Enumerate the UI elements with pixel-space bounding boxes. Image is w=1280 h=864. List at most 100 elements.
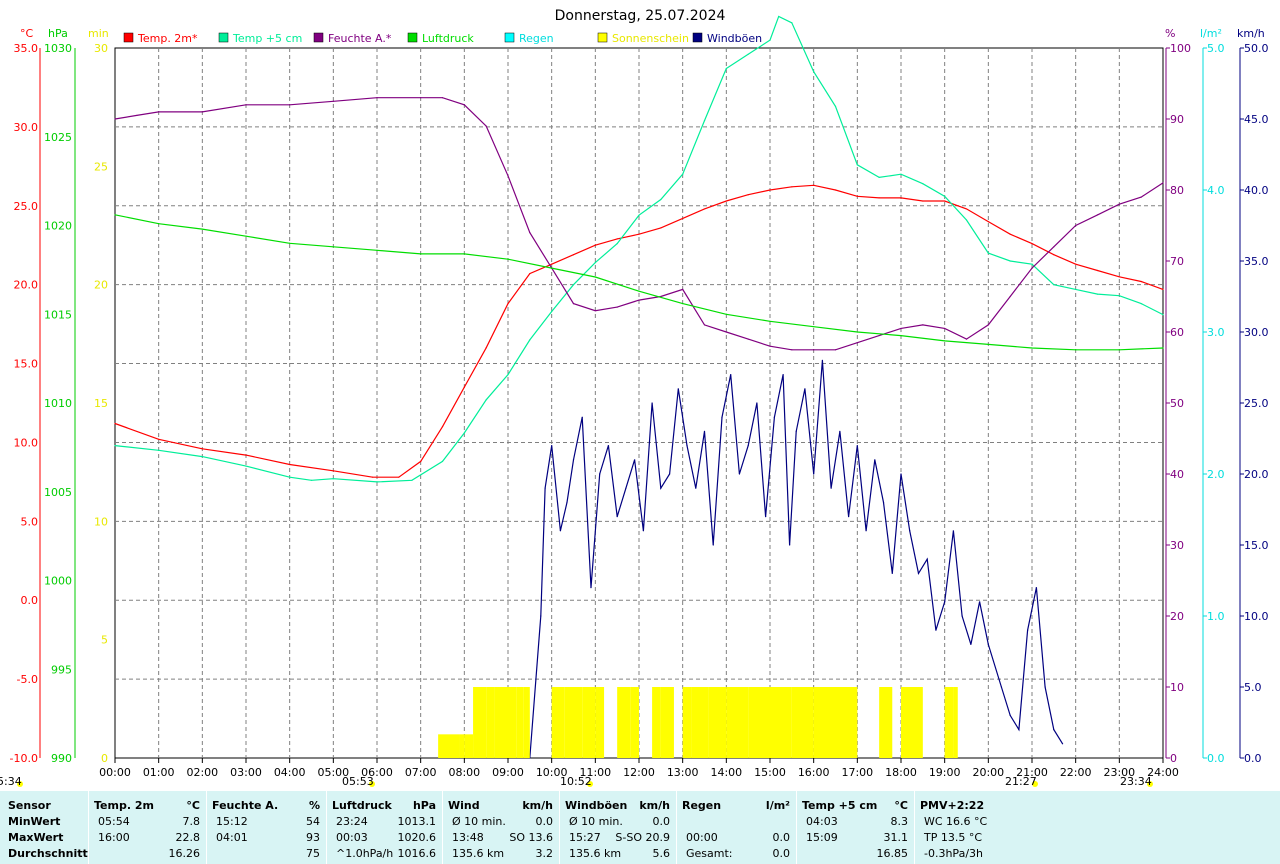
wind-axis-tick-label: 30.0 [1244,326,1269,339]
data-point [987,343,989,346]
data-point [979,601,981,603]
data-point [245,465,247,467]
data-point [463,386,465,388]
data-point [529,339,531,341]
data-point [136,114,138,117]
temp-axis-tick-label: -5.0 [17,673,38,686]
data-point [922,200,924,202]
legend-label: Temp. 2m* [137,32,198,45]
pressure-axis-tick-label: 1025 [44,131,72,144]
column-title: Wind [448,799,480,812]
x-tick-label: 08:00 [448,766,480,779]
wind-axis-tick-label: 20.0 [1244,468,1269,481]
data-point [834,189,837,191]
data-point [529,232,531,234]
min-value: 0.0 [652,815,671,828]
data-point [581,416,583,418]
data-point [778,15,780,18]
x-tick-label: 01:00 [143,766,175,779]
legend-swatch [123,32,134,43]
data-point [372,476,374,478]
data-point [441,460,444,462]
sun-axis-tick-label: 15 [94,397,108,410]
data-point [856,331,858,333]
sunshine-bar [901,687,923,758]
data-point [485,399,487,401]
row-label: Sensor [8,799,51,812]
legend-swatch [597,32,608,43]
data-point [594,244,596,246]
luftdruck-line-group [114,214,1164,351]
sunshine-bar [708,687,727,758]
data-point [1075,263,1077,265]
data-point [804,388,806,390]
sun-marker-label: 23:34 [1120,775,1152,788]
sunshine-bar [564,687,583,758]
data-point [529,273,531,275]
column-separator [796,791,797,864]
data-point [551,267,553,269]
sunshine-bar [791,687,814,758]
data-point [856,445,858,447]
data-point [420,460,422,462]
x-tick-label: 24:00 [1147,766,1179,779]
data-point [1044,686,1046,688]
data-point [599,473,601,475]
legend-swatch [692,32,703,43]
data-point [332,470,334,472]
row-label: MaxWert [8,831,64,844]
data-point [834,105,837,107]
sun-axis-tick-label: 30 [94,42,108,55]
humidity-axis-tick-label: 70 [1170,255,1184,268]
chart-title: Donnerstag, 25.07.2024 [555,8,726,24]
sun-axis-tick-label: 20 [94,279,108,292]
temp-2m-line-group [114,184,1164,478]
data-point [1031,267,1033,269]
rain-axis-unit: l/m² [1200,27,1222,40]
sunshine-bar [953,687,958,758]
column-title: Regen [682,799,722,812]
data-point [507,303,509,305]
humidity-axis-tick-label: 10 [1170,681,1184,694]
data-point [420,253,422,255]
data-point [668,473,671,475]
row-label: Durchschnitt [8,847,88,860]
avg-label: 135.6 km [569,847,622,860]
data-point [909,530,911,532]
column-separator [326,791,327,864]
column-title: PMV+2:22 [920,799,985,812]
data-point [987,220,989,223]
max-time: 16:00 [98,831,130,844]
sunshine-bar [582,687,596,758]
data-point [625,487,627,489]
max-time: 13:48 [452,831,484,844]
x-tick-label: 11:00 [579,766,611,779]
summary-table: Sensor MinWert MaxWert Durchschnitt Temp. 2m… [0,791,1280,864]
sun-axis-tick-label: 10 [94,515,108,528]
data-point [987,643,989,646]
sunshine-bar [748,687,770,758]
data-point [441,97,444,99]
data-point [878,334,880,337]
data-point [682,303,684,305]
temp-axis-tick-label: 20.0 [14,279,39,292]
data-point [332,100,334,102]
data-point [987,324,989,326]
humidity-axis-tick-label: 30 [1170,539,1184,552]
data-point [1053,246,1055,248]
legend-swatch [407,32,418,43]
data-point [1031,263,1033,265]
data-point [1140,280,1142,283]
data-point [1075,224,1077,227]
data-point [695,487,697,489]
data-point [114,118,116,120]
sunshine-bar [494,687,508,758]
sunshine-bar [438,734,460,758]
data-point [813,349,815,351]
data-point [922,183,924,185]
avg-label: 135.6 km [452,847,505,860]
column-title: Temp +5 cm [802,799,878,812]
sun-marker [1147,781,1153,787]
data-point [660,227,662,229]
column-unit: % [308,799,320,812]
